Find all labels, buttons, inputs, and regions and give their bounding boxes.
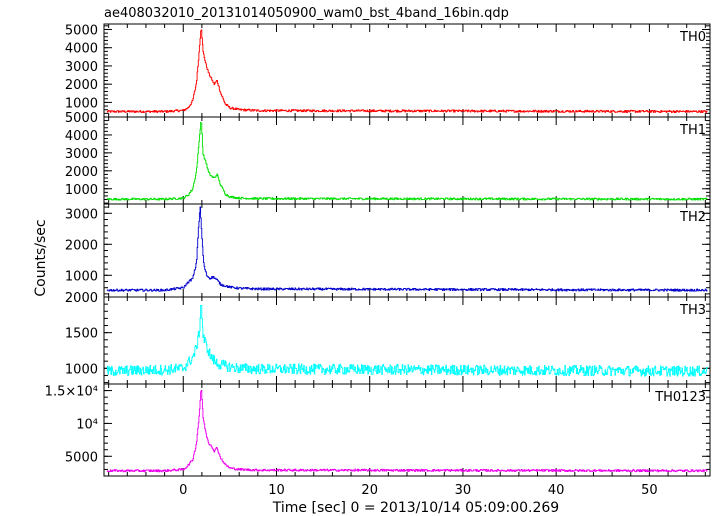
panel-frame	[103, 203, 711, 298]
x-tick-label: 20	[361, 483, 378, 498]
x-tick-label: 50	[641, 483, 658, 498]
y-tick-label: 2000	[65, 78, 98, 93]
y-tick-label: 2000	[65, 291, 98, 306]
y-tick-label: 4000	[65, 129, 98, 144]
y-tick-label: 1500	[65, 327, 98, 342]
panels: 1000 2000 3000 4000 5000 TH0 1000 2000 3000 4000 5…	[45, 23, 711, 498]
panel-frame	[103, 296, 711, 385]
y-tick-label: 5000	[65, 450, 98, 465]
y-tick-label: 1000	[65, 362, 98, 377]
y-tick-label: 5000	[65, 23, 98, 38]
x-tick-label: 30	[455, 483, 472, 498]
panel-label: TH2	[679, 210, 706, 225]
series-th0	[106, 29, 708, 114]
y-tick-label: 1000	[65, 269, 98, 284]
panel-label: TH1	[679, 123, 706, 138]
panel-th0: 1000 2000 3000 4000 5000 TH0	[65, 23, 711, 118]
series-th3	[106, 304, 708, 377]
panel-th3: 1000 1500 2000 TH3	[65, 291, 711, 385]
chart-title: ae408032010_20131014050900_wam0_bst_4ban…	[104, 6, 509, 21]
y-tick-label: 2000	[65, 165, 98, 180]
series-th0123	[106, 389, 708, 473]
x-tick-label: 0	[179, 483, 187, 498]
x-tick-label: 40	[548, 483, 565, 498]
y-tick-label: 1.5×10⁴	[45, 385, 98, 400]
y-tick-label: 1000	[65, 183, 98, 198]
series-th1	[106, 122, 708, 201]
x-tick-label: 10	[268, 483, 285, 498]
panel-frame	[103, 23, 711, 118]
y-tick-label: 3000	[65, 207, 98, 222]
y-tick-label: 2000	[65, 238, 98, 253]
y-tick-label: 1000	[65, 96, 98, 111]
panel-th0123: 5000 10⁴ 1.5×10⁴ TH0123	[45, 383, 711, 477]
y-tick-label: 5000	[65, 111, 98, 126]
panel-label: TH3	[679, 303, 706, 318]
panel-frame	[103, 116, 711, 205]
panel-frame	[103, 383, 711, 477]
y-axis-label: Counts/sec	[33, 219, 49, 296]
series-th2	[106, 206, 708, 292]
y-tick-label: 3000	[65, 60, 98, 75]
y-tick-label: 4000	[65, 42, 98, 57]
y-tick-label: 3000	[65, 147, 98, 162]
y-tick-label: 10⁴	[76, 417, 98, 432]
panel-label: TH0	[679, 30, 706, 45]
panel-th1: 1000 2000 3000 4000 5000 TH1	[65, 111, 711, 205]
panel-th2: 1000 2000 3000 TH2	[65, 203, 711, 298]
panel-label: TH0123	[654, 390, 706, 405]
x-axis-label: Time [sec] 0 = 2013/10/14 05:09:00.269	[272, 500, 559, 516]
